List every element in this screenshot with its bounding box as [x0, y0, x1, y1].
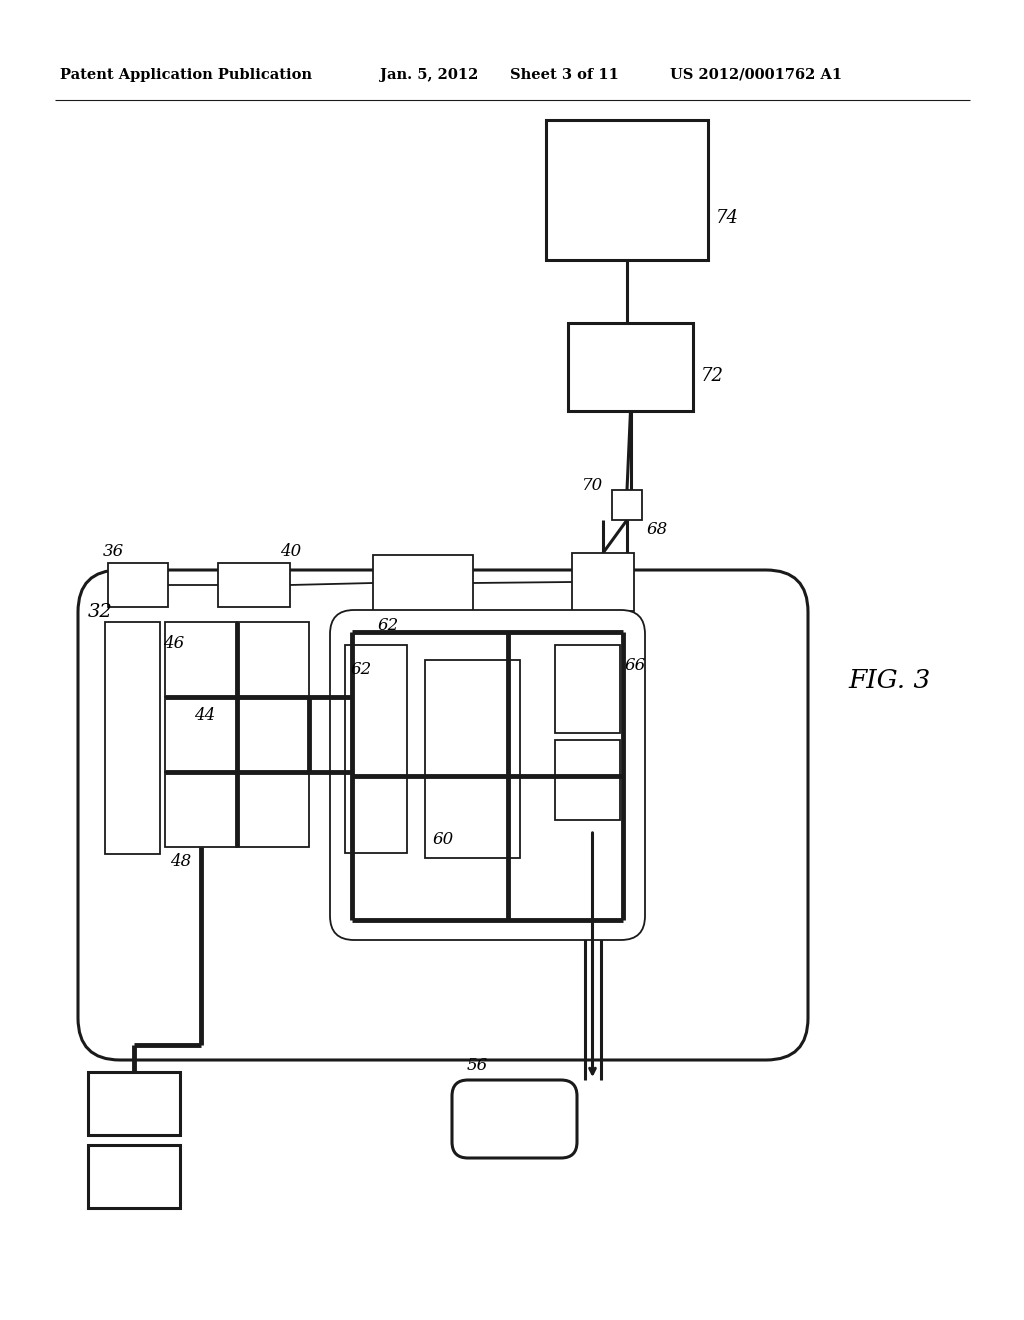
Bar: [373, 554, 473, 611]
Text: 60: 60: [433, 832, 455, 849]
Text: 46: 46: [163, 635, 184, 652]
Bar: [345, 645, 407, 853]
Text: 72: 72: [701, 367, 724, 385]
Bar: [88, 1072, 180, 1135]
Text: 48: 48: [170, 854, 191, 870]
Bar: [237, 697, 309, 772]
Text: 36: 36: [103, 543, 124, 560]
Bar: [612, 490, 642, 520]
Bar: [218, 564, 290, 607]
Text: Jan. 5, 2012: Jan. 5, 2012: [380, 69, 478, 82]
Bar: [165, 622, 237, 697]
Bar: [237, 772, 309, 847]
Bar: [165, 697, 237, 772]
Text: 74: 74: [716, 209, 739, 227]
Text: Sheet 3 of 11: Sheet 3 of 11: [510, 69, 618, 82]
Text: 62: 62: [378, 616, 399, 634]
Bar: [568, 323, 693, 411]
Text: 44: 44: [194, 706, 215, 723]
Text: Patent Application Publication: Patent Application Publication: [60, 69, 312, 82]
Bar: [425, 660, 520, 858]
Bar: [572, 553, 634, 611]
FancyBboxPatch shape: [452, 1080, 577, 1158]
Bar: [88, 1144, 180, 1208]
Text: 66: 66: [625, 656, 646, 673]
Text: 32: 32: [88, 603, 113, 620]
Bar: [555, 741, 620, 820]
Bar: [105, 622, 160, 854]
Bar: [555, 645, 620, 733]
Bar: [237, 622, 309, 697]
Text: FIG. 3: FIG. 3: [848, 668, 930, 693]
Text: US 2012/0001762 A1: US 2012/0001762 A1: [670, 69, 842, 82]
Text: 62: 62: [351, 661, 373, 678]
Text: 68: 68: [647, 521, 669, 539]
Bar: [165, 772, 237, 847]
Text: 70: 70: [582, 477, 603, 494]
FancyBboxPatch shape: [330, 610, 645, 940]
Bar: [108, 564, 168, 607]
FancyBboxPatch shape: [78, 570, 808, 1060]
Text: 40: 40: [280, 543, 301, 560]
Text: 56: 56: [467, 1057, 488, 1074]
Bar: [546, 120, 708, 260]
